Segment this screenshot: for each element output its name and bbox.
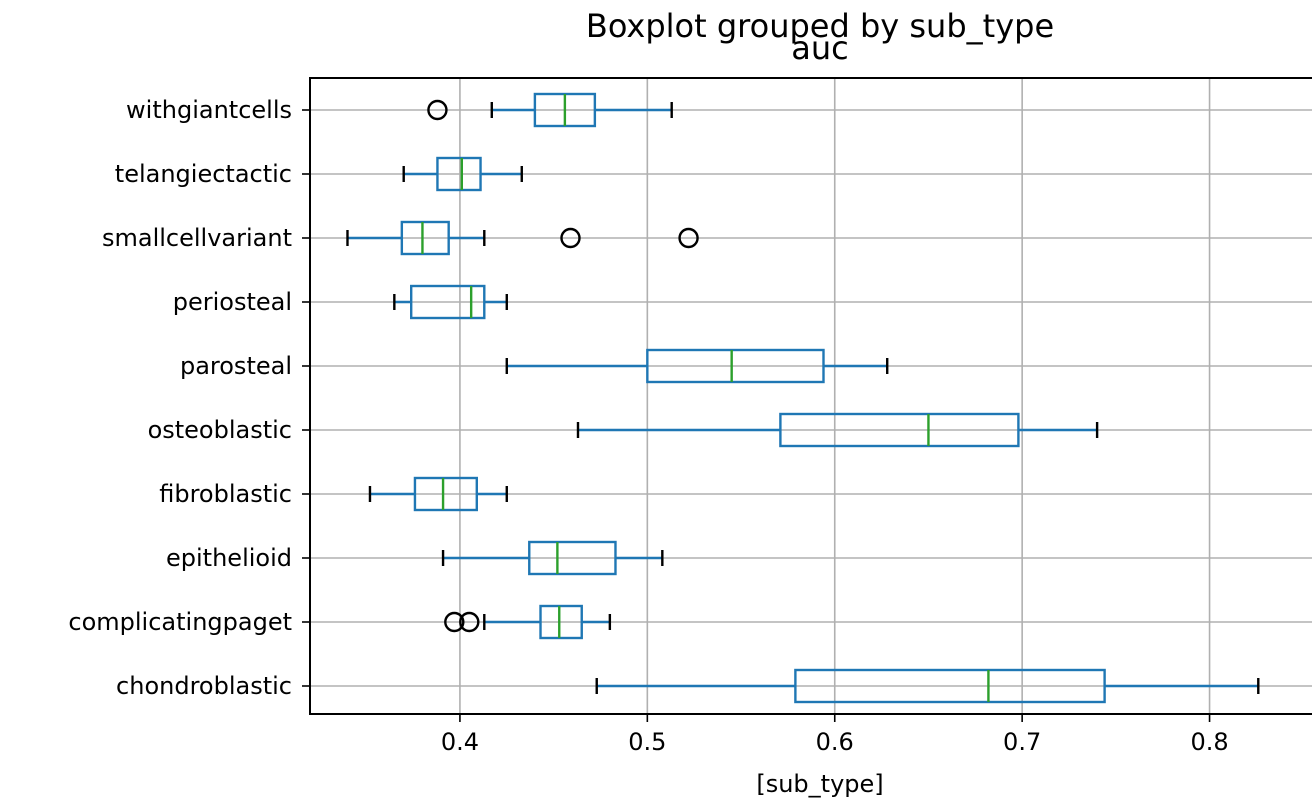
box-group xyxy=(505,348,889,384)
box-group xyxy=(368,476,508,512)
box-iqr xyxy=(794,668,1106,704)
flier-point xyxy=(427,99,448,121)
box-iqr xyxy=(400,220,450,256)
box-iqr xyxy=(779,412,1020,448)
y-tick-label: telangiectactic xyxy=(115,160,292,188)
y-tick-label: epithelioid xyxy=(166,544,292,572)
box-group xyxy=(441,540,664,576)
box-iqr xyxy=(436,156,482,192)
box-iqr xyxy=(646,348,825,384)
box-group xyxy=(402,156,523,192)
box-iqr xyxy=(539,604,583,640)
x-axis-label: [sub_type] xyxy=(756,770,883,798)
flier-point xyxy=(678,227,699,249)
y-tick-label: complicatingpaget xyxy=(68,608,292,636)
y-tick-label: smallcellvariant xyxy=(102,224,292,252)
y-axis: withgiantcells telangiectactic smallcellva… xyxy=(68,96,310,700)
chart-subtitle: auc xyxy=(791,29,848,67)
box-iqr xyxy=(410,284,486,320)
box-group xyxy=(346,220,699,256)
box-group xyxy=(427,92,673,128)
x-tick-label: 0.4 xyxy=(441,728,479,756)
box-group xyxy=(595,668,1260,704)
box-series xyxy=(346,92,1260,704)
box-group xyxy=(393,284,508,320)
box-iqr xyxy=(413,476,478,512)
x-tick-label: 0.8 xyxy=(1190,728,1228,756)
y-tick-label: periosteal xyxy=(173,288,292,316)
box-group xyxy=(576,412,1099,448)
x-tick-label: 0.5 xyxy=(628,728,666,756)
flier-point xyxy=(444,611,465,633)
y-tick-label: chondroblastic xyxy=(116,672,292,700)
x-axis: 0.4 0.5 0.6 0.7 0.8 xyxy=(441,714,1229,756)
chart-title: Boxplot grouped by sub_type xyxy=(586,7,1054,45)
y-tick-label: parosteal xyxy=(180,352,292,380)
y-tick-label: withgiantcells xyxy=(126,96,292,124)
box-iqr xyxy=(528,540,617,576)
y-tick-label: osteoblastic xyxy=(148,416,292,444)
plot-frame xyxy=(309,77,1312,715)
x-tick-label: 0.7 xyxy=(1003,728,1041,756)
box-group xyxy=(444,604,612,640)
y-tick-label: fibroblastic xyxy=(159,480,292,508)
flier-point xyxy=(459,611,480,633)
flier-point xyxy=(560,227,581,249)
x-tick-label: 0.6 xyxy=(816,728,854,756)
